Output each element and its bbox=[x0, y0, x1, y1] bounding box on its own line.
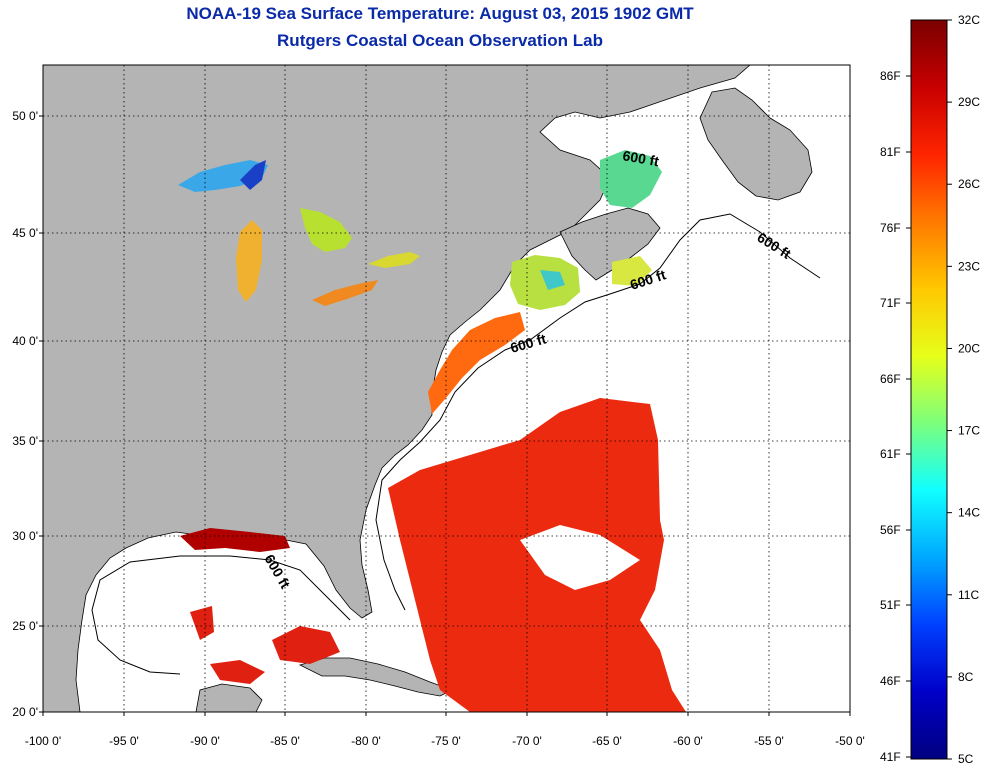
celsius-label: 26C bbox=[958, 177, 980, 191]
latitude-label: 20 0' bbox=[12, 705, 38, 719]
celsius-label: 8C bbox=[958, 670, 974, 684]
fahrenheit-label: 66F bbox=[880, 372, 901, 386]
lake-michigan bbox=[236, 220, 262, 302]
longitude-label: -90 0' bbox=[190, 734, 220, 748]
longitude-label: -60 0' bbox=[673, 734, 703, 748]
sst-caribbean-patch bbox=[210, 660, 265, 684]
celsius-labels: 32C 29C 26C 23C 20C 17C 14C 11C 8C 5C bbox=[958, 13, 980, 766]
sst-gulf-patch-a bbox=[190, 606, 214, 640]
map-title: NOAA-19 Sea Surface Temperature: August … bbox=[186, 4, 694, 23]
sst-gulf-coast bbox=[180, 528, 290, 552]
longitude-label: -95 0' bbox=[109, 734, 139, 748]
land-yucatan bbox=[195, 683, 263, 712]
land-nova-scotia bbox=[559, 207, 661, 281]
lake-huron bbox=[300, 208, 352, 252]
latitude-label: 30 0' bbox=[12, 529, 38, 543]
celsius-label: 17C bbox=[958, 424, 980, 438]
lake-superior-deep bbox=[240, 160, 266, 190]
lake-ontario bbox=[368, 252, 420, 268]
longitude-label: -70 0' bbox=[512, 734, 542, 748]
celsius-label: 32C bbox=[958, 13, 980, 27]
longitude-label: -65 0' bbox=[592, 734, 622, 748]
longitude-label: -100 0' bbox=[25, 734, 61, 748]
celsius-label: 20C bbox=[958, 341, 980, 355]
fahrenheit-label: 46F bbox=[880, 674, 901, 688]
celsius-label: 11C bbox=[958, 588, 979, 602]
map-plot-area bbox=[43, 65, 850, 712]
celsius-label: 14C bbox=[958, 506, 980, 520]
isobath-label: 600 ft bbox=[621, 147, 660, 169]
celsius-label: 5C bbox=[958, 752, 974, 766]
latitude-label: 40 0' bbox=[12, 334, 38, 348]
fahrenheit-label: 56F bbox=[880, 523, 901, 537]
latitude-label: 45 0' bbox=[12, 226, 38, 240]
colorbar-gradient bbox=[910, 19, 948, 760]
lake-erie bbox=[312, 280, 378, 306]
fahrenheit-label: 51F bbox=[880, 598, 901, 612]
map-subtitle: Rutgers Coastal Ocean Observation Lab bbox=[277, 31, 603, 50]
latitude-labels: 50 0' 45 0' 40 0' 35 0' 30 0' 25 0' 20 0' bbox=[12, 109, 43, 719]
latitude-label: 25 0' bbox=[12, 619, 38, 633]
isobath-600ft bbox=[91, 213, 821, 675]
sst-scotian-shelf bbox=[612, 256, 652, 286]
fahrenheit-label: 71F bbox=[880, 296, 901, 310]
fahrenheit-label: 41F bbox=[880, 750, 901, 764]
fahrenheit-label: 76F bbox=[880, 221, 901, 235]
longitude-label: -50 0' bbox=[835, 734, 865, 748]
latitude-label: 35 0' bbox=[12, 434, 38, 448]
sst-gulf-patch-b bbox=[272, 626, 340, 664]
fahrenheit-labels: 86F 81F 76F 71F 66F 61F 56F 51F 46F 41F bbox=[880, 69, 901, 764]
celsius-label: 29C bbox=[958, 95, 980, 109]
longitude-label: -80 0' bbox=[351, 734, 381, 748]
longitude-labels: -100 0' -95 0' -90 0' -85 0' -80 0' -75 0' -70… bbox=[25, 712, 865, 748]
colorbar: 32C 29C 26C 23C 20C 17C 14C 11C 8C 5C 86F 81F 76F 71… bbox=[880, 13, 980, 766]
sst-cloud-gap bbox=[520, 525, 640, 590]
sst-mid-atlantic-bight bbox=[428, 312, 525, 414]
longitude-label: -85 0' bbox=[270, 734, 300, 748]
fahrenheit-label: 86F bbox=[880, 69, 901, 83]
latitude-label: 50 0' bbox=[12, 109, 38, 123]
fahrenheit-label: 61F bbox=[880, 447, 901, 461]
longitude-label: -75 0' bbox=[431, 734, 461, 748]
sst-gulf-of-maine-cold bbox=[540, 270, 565, 290]
longitude-label: -55 0' bbox=[754, 734, 784, 748]
celsius-label: 23C bbox=[958, 259, 980, 273]
sst-gulf-st-lawrence bbox=[600, 150, 662, 208]
fahrenheit-label: 81F bbox=[880, 145, 901, 159]
